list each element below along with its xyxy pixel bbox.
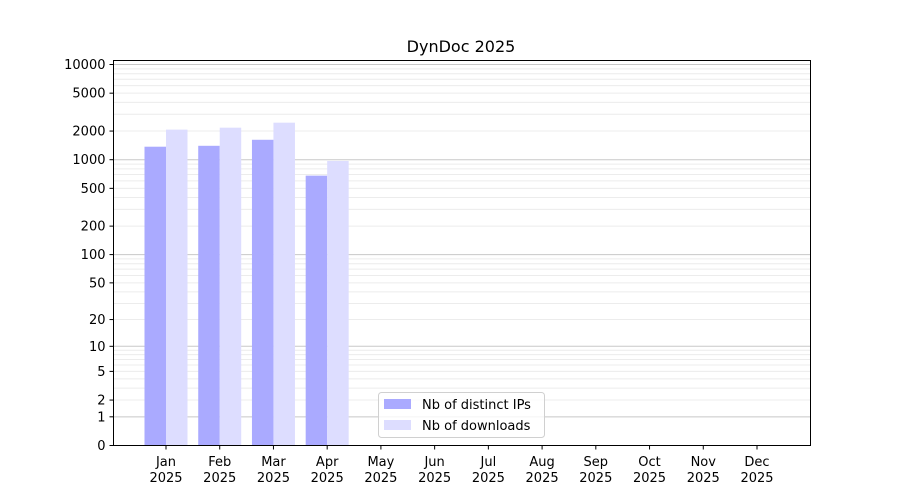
x-tick-label-year: 2025	[311, 471, 344, 486]
y-tick-label: 1000	[72, 153, 105, 168]
x-tick-label-year: 2025	[257, 471, 290, 486]
x-tick-label-year: 2025	[364, 471, 397, 486]
y-tick-label: 20	[89, 313, 106, 328]
y-tick-label: 100	[81, 248, 106, 263]
x-tick-label-year: 2025	[740, 471, 773, 486]
x-tick-label-year: 2025	[687, 471, 720, 486]
y-tick-label: 200	[81, 220, 106, 235]
bar-distinct-ips	[144, 146, 166, 446]
x-tick-label-month: Sep	[584, 455, 609, 470]
x-tick-label-month: Apr	[316, 455, 339, 470]
legend: Nb of distinct IPs Nb of downloads	[378, 392, 545, 438]
plot-frame	[113, 60, 811, 446]
y-tick-label: 10	[89, 340, 106, 355]
x-tick-label-year: 2025	[418, 471, 451, 486]
legend-swatch	[384, 420, 411, 430]
chart-title: DynDoc 2025	[407, 37, 516, 56]
bar-distinct-ips	[251, 139, 274, 446]
x-tick-label-year: 2025	[203, 471, 236, 486]
legend-swatch	[384, 399, 411, 409]
bar-downloads	[273, 122, 295, 446]
x-tick-label-month: Dec	[744, 455, 769, 470]
y-tick-label: 5	[97, 365, 105, 380]
bar-downloads	[219, 127, 242, 446]
x-tick-label-year: 2025	[472, 471, 505, 486]
y-tick-label: 50	[89, 276, 106, 291]
x-tick-label-year: 2025	[579, 471, 612, 486]
x-tick-label-month: Oct	[638, 455, 660, 470]
x-tick-label-month: Aug	[529, 455, 554, 470]
x-tick-label-month: Mar	[261, 455, 286, 470]
y-tick-label: 1	[97, 410, 105, 425]
x-tick-label-month: Nov	[691, 455, 717, 470]
y-tick-label: 2	[97, 394, 105, 409]
x-tick-label-month: Jun	[423, 455, 444, 470]
y-tick-label: 2000	[72, 125, 105, 140]
y-tick-label: 0	[97, 439, 105, 454]
legend-label: Nb of distinct IPs	[422, 398, 531, 413]
bar-downloads	[327, 160, 349, 446]
legend-box	[378, 392, 545, 438]
x-tick-label-month: Jul	[480, 455, 497, 470]
bar-distinct-ips	[305, 175, 328, 446]
x-tick-label-month: Feb	[208, 455, 231, 470]
x-tick-label-year: 2025	[633, 471, 666, 486]
bar-distinct-ips	[198, 145, 220, 446]
x-tick-label-month: Jan	[155, 455, 176, 470]
x-tick-label-year: 2025	[149, 471, 182, 486]
legend-label: Nb of downloads	[422, 419, 531, 434]
x-tick-label-month: May	[367, 455, 394, 470]
y-tick-label: 500	[81, 182, 106, 197]
bar-downloads	[166, 129, 188, 446]
x-tick-label-year: 2025	[526, 471, 559, 486]
y-tick-label: 10000	[64, 58, 105, 73]
y-tick-label: 5000	[72, 87, 105, 102]
